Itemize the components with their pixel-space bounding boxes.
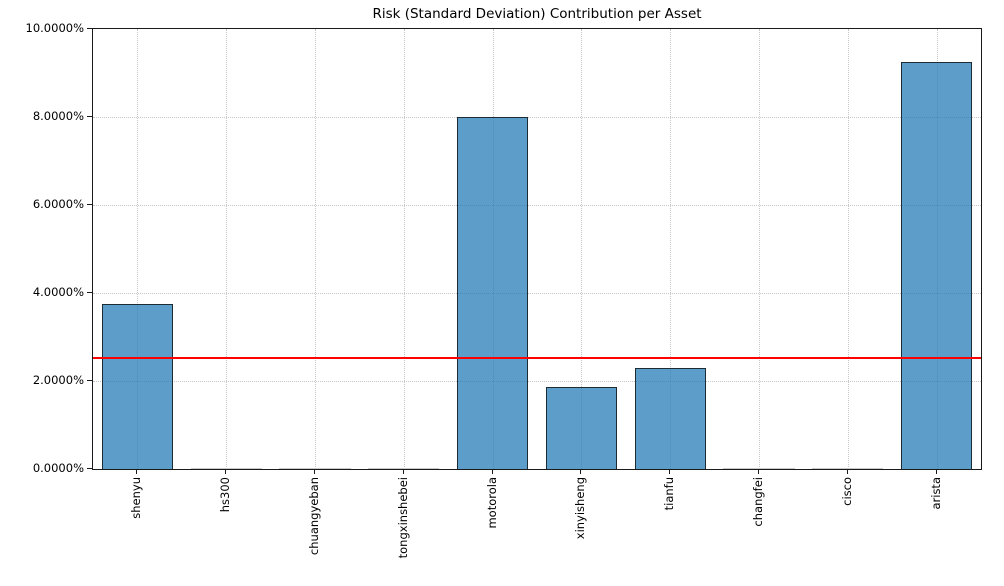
x-tick-label-text: shenyu (129, 477, 144, 519)
bar-xinyisheng (545, 387, 617, 469)
gridline-vertical (581, 29, 583, 469)
gridline-vertical (315, 29, 316, 469)
gridline-vertical (137, 29, 139, 469)
x-tick-label-text: cisco (839, 477, 854, 506)
x-tick-label-text: xinyisheng (573, 477, 588, 540)
y-tick-label: 4.0000% (32, 285, 84, 299)
x-tick-label: changfei (750, 477, 766, 531)
x-tick-label-text: tongxinshebei (395, 477, 410, 559)
bar-cisco (812, 467, 884, 469)
y-tick-mark (87, 468, 92, 469)
bar-arista (901, 62, 973, 469)
bar-motorola (457, 117, 529, 469)
x-tick-mark (402, 470, 404, 474)
y-tick-label: 2.0000% (32, 373, 84, 387)
plot-area (92, 28, 982, 470)
y-tick-mark (87, 116, 92, 117)
gridline-vertical (759, 29, 760, 469)
x-tick-label: tongxinshebei (395, 477, 411, 562)
x-tick-mark (935, 470, 937, 474)
y-tick-label: 0.0000% (32, 461, 84, 475)
x-tick-label-text: motorola (484, 477, 499, 529)
gridline-horizontal (93, 381, 981, 382)
x-tick-mark (491, 470, 493, 474)
x-tick-label: motorola (484, 477, 500, 533)
x-tick-label: shenyu (128, 477, 144, 523)
x-tick-label: cisco (839, 477, 855, 510)
y-tick-label: 6.0000% (32, 197, 84, 211)
x-tick-mark (669, 470, 671, 474)
x-tick-label-text: hs300 (218, 477, 233, 513)
x-tick-mark (136, 470, 138, 474)
average-reference-line (93, 356, 981, 359)
x-tick-mark (758, 470, 759, 474)
gridline-vertical (226, 29, 228, 469)
y-tick-mark (87, 204, 92, 205)
x-tick-label-text: arista (928, 477, 943, 510)
gridline-horizontal (93, 117, 981, 118)
y-tick-mark (87, 28, 92, 29)
bars-layer (93, 29, 981, 469)
chart-title: Risk (Standard Deviation) Contribution p… (372, 6, 702, 22)
y-tick-mark (87, 380, 92, 381)
x-tick-label: xinyisheng (572, 477, 588, 543)
x-tick-label: hs300 (217, 477, 233, 516)
x-tick-label: arista (928, 477, 944, 514)
x-tick-mark (314, 470, 315, 474)
x-tick-label: chuangyeban (306, 477, 322, 559)
x-tick-label-text: chuangyeban (307, 477, 321, 556)
x-tick-label: tianfu (661, 477, 677, 514)
gridline-vertical (670, 29, 672, 469)
bar-hs300 (190, 467, 262, 469)
x-tick-mark (846, 470, 848, 474)
y-tick-label: 8.0000% (32, 109, 84, 123)
gridline-horizontal (93, 293, 981, 294)
bar-chuangyeban (279, 467, 351, 469)
bar-shenyu (101, 303, 173, 469)
bar-changfei (723, 467, 795, 469)
gridline-horizontal (93, 205, 981, 206)
x-tick-mark (225, 470, 227, 474)
y-tick-mark (87, 292, 92, 293)
gridline-vertical (403, 29, 405, 469)
bar-tianfu (634, 368, 706, 469)
x-tick-label-text: changfei (751, 477, 765, 527)
bar-tongxinshebei (368, 467, 440, 469)
gridline-vertical (847, 29, 849, 469)
y-tick-label: 10.0000% (25, 21, 84, 35)
x-tick-mark (580, 470, 582, 474)
x-tick-label-text: tianfu (662, 477, 677, 511)
